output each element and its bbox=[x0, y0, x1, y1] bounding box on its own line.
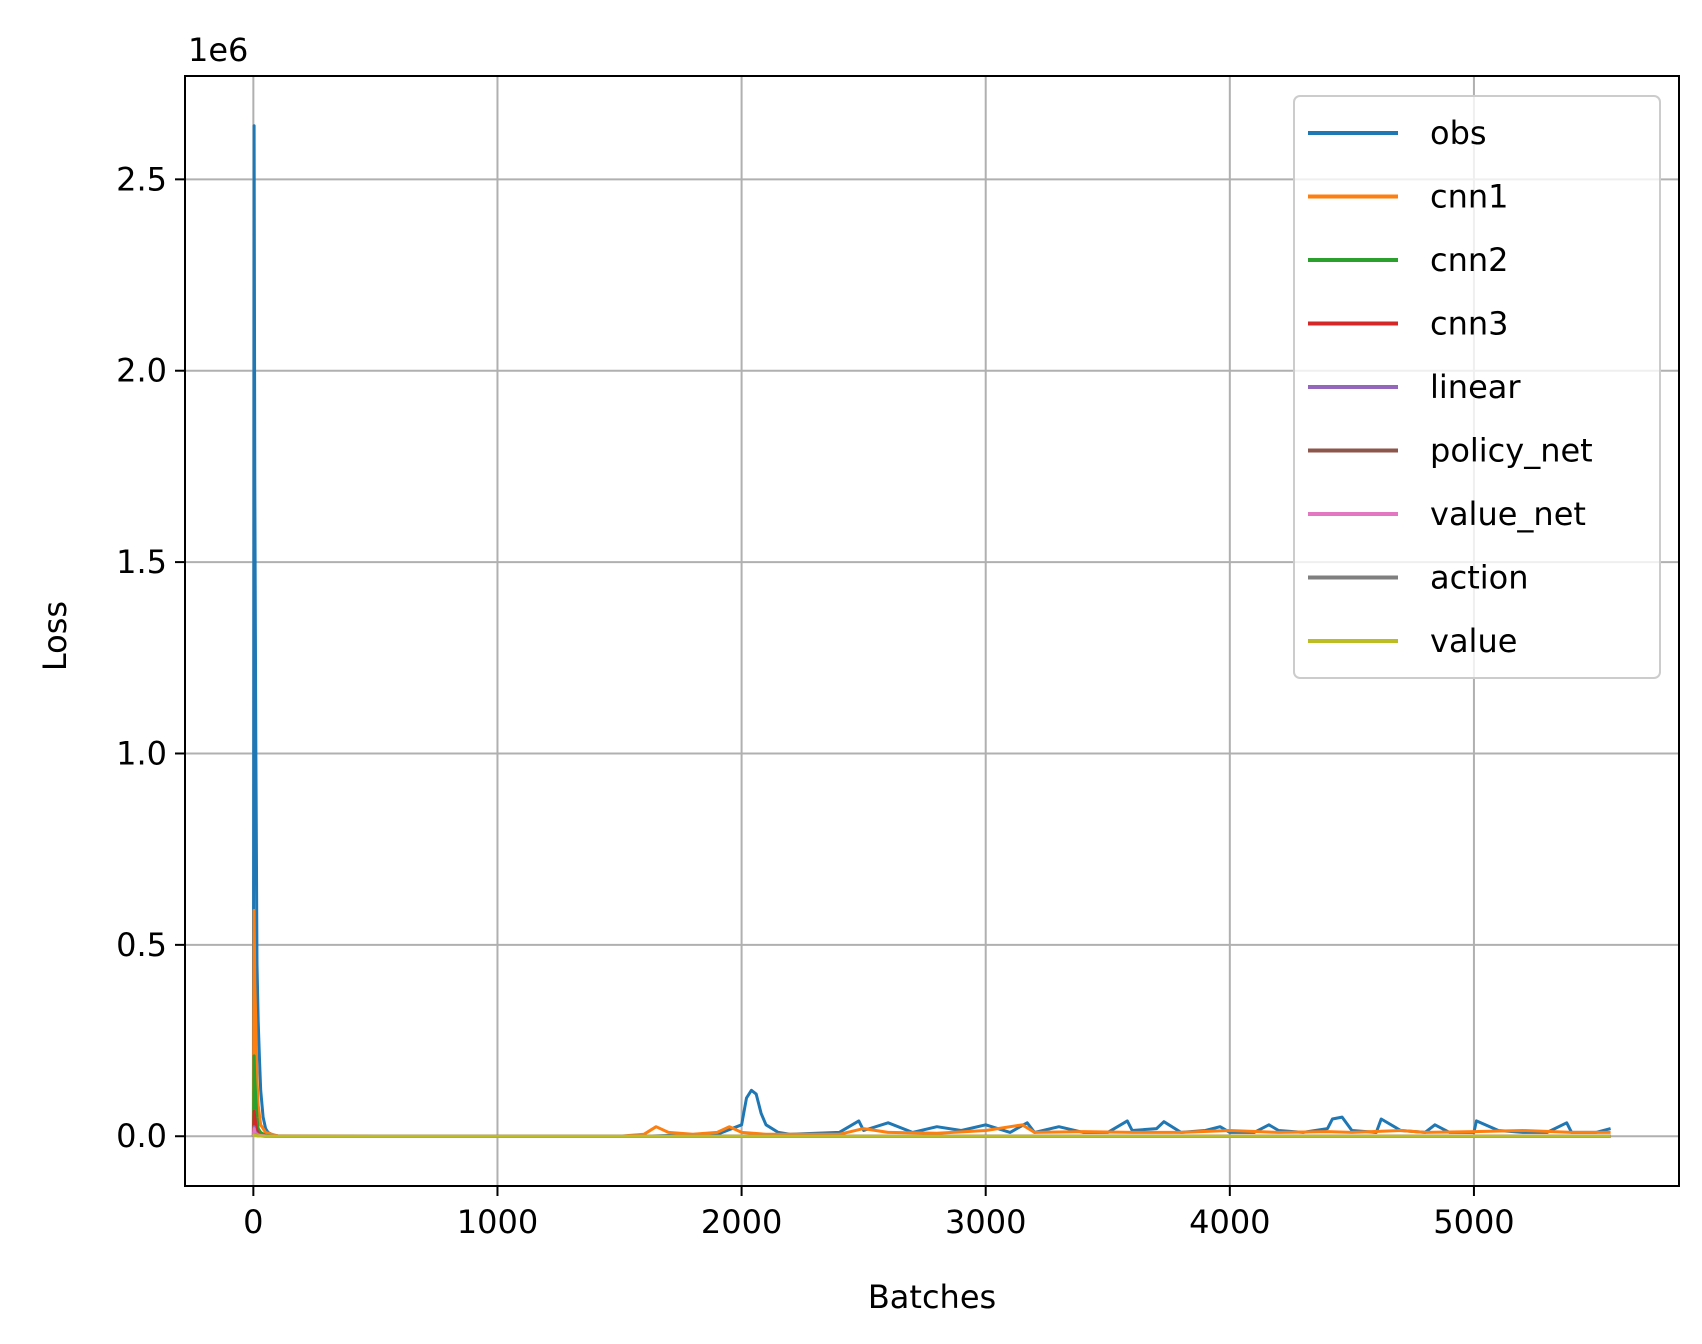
y-tick-label: 1.0 bbox=[116, 734, 167, 772]
y-tick-label: 2.0 bbox=[116, 352, 167, 390]
y-offset-label: 1e6 bbox=[188, 31, 248, 69]
x-tick-label: 3000 bbox=[945, 1203, 1026, 1241]
legend: obs cnn1 cnn2 cnn3 linear policy_net value_net… bbox=[1293, 95, 1661, 679]
series-line-cnn1 bbox=[251, 908, 1611, 1138]
legend-label-obs: obs bbox=[1430, 114, 1487, 152]
legend-label-policy-net: policy_net bbox=[1430, 432, 1593, 470]
y-tick-label: 2.5 bbox=[116, 160, 167, 198]
x-tick-label: 1000 bbox=[457, 1203, 538, 1241]
y-tick-label: 0.0 bbox=[116, 1117, 167, 1155]
x-axis-label: Batches bbox=[868, 1278, 996, 1316]
y-axis-ticks: 0.0 0.5 1.0 1.5 2.0 2.5 bbox=[116, 160, 185, 1155]
legend-label-value: value bbox=[1430, 622, 1517, 660]
x-tick-label: 2000 bbox=[701, 1203, 782, 1241]
legend-label-cnn3: cnn3 bbox=[1430, 305, 1509, 343]
x-axis-ticks: 0 1000 2000 3000 4000 5000 bbox=[243, 1186, 1515, 1241]
legend-label-value-net: value_net bbox=[1430, 495, 1586, 533]
x-tick-label: 4000 bbox=[1189, 1203, 1270, 1241]
legend-label-linear: linear bbox=[1430, 368, 1521, 406]
plot-frame bbox=[184, 75, 1680, 1187]
x-tick-label: 0 bbox=[243, 1203, 263, 1241]
series-line-cnn2 bbox=[251, 1054, 1611, 1138]
y-axis-label: Loss bbox=[36, 601, 74, 671]
legend-label-action: action bbox=[1430, 559, 1529, 597]
series-line-value bbox=[252, 1133, 1611, 1138]
legend-label-cnn2: cnn2 bbox=[1430, 241, 1509, 279]
legend-box bbox=[1293, 95, 1661, 679]
legend-label-cnn1: cnn1 bbox=[1430, 178, 1509, 216]
x-tick-label: 5000 bbox=[1433, 1203, 1514, 1241]
y-tick-label: 1.5 bbox=[116, 543, 167, 581]
y-tick-label: 0.5 bbox=[116, 926, 167, 964]
series-lines bbox=[251, 124, 1611, 1138]
